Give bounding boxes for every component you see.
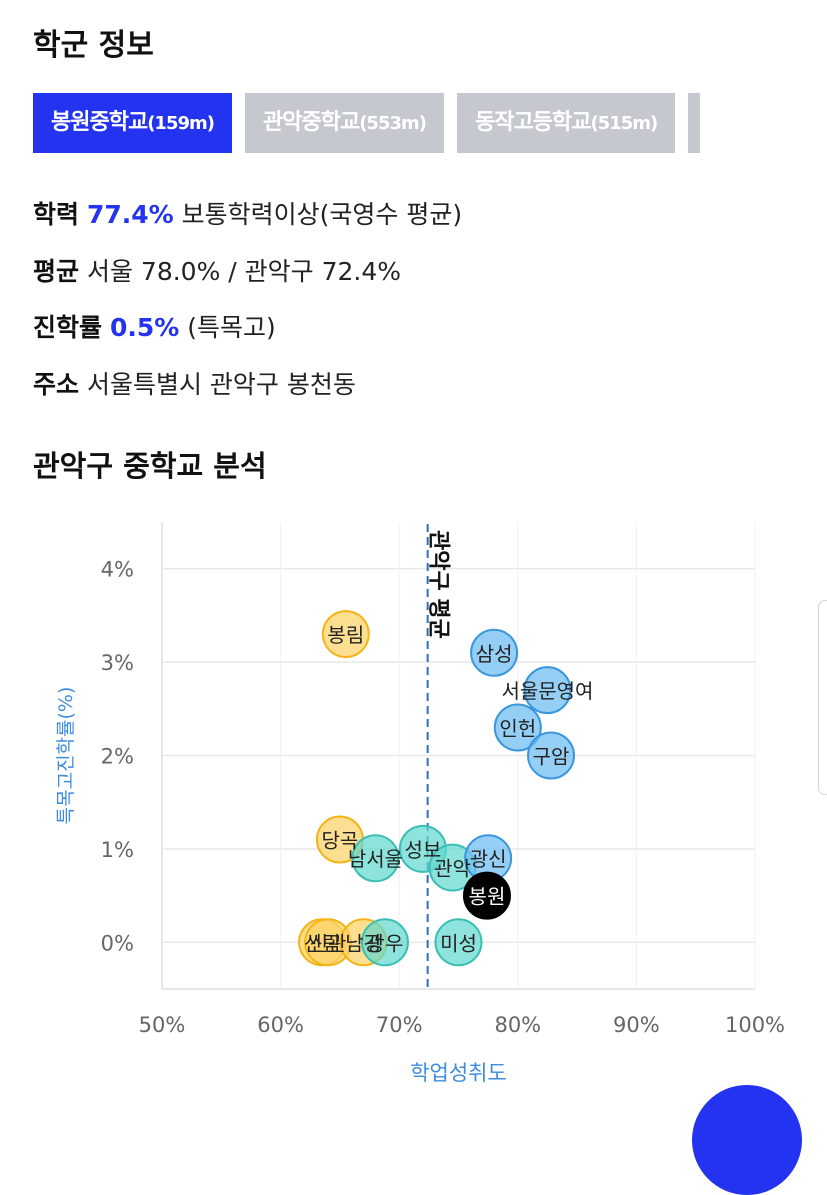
y-tick-label: 1%	[101, 838, 134, 862]
y-axis-title: 특목고진학률(%)	[55, 687, 77, 825]
info-academic-desc: 보통학력이상(국영수 평균)	[181, 200, 463, 229]
tab-school-0[interactable]: 봉원중학교(159m)	[33, 93, 232, 153]
point-label: 관악	[434, 857, 471, 881]
tab-next-partial[interactable]	[688, 93, 701, 153]
info-academic: 학력 77.4% 보통학력이상(국영수 평균)	[33, 195, 462, 231]
x-tick-label: 50%	[139, 1013, 186, 1037]
info-average-text: 서울 78.0% / 관악구 72.4%	[86, 257, 402, 286]
tab-school-name: 관악중학교	[263, 110, 360, 135]
tab-school-1[interactable]: 관악중학교(553m)	[245, 93, 444, 153]
scatter-point	[462, 871, 511, 920]
floating-action-button[interactable]	[692, 1085, 802, 1195]
scatter-point	[434, 918, 483, 967]
scatter-point	[470, 628, 519, 677]
info-advance-desc: (특목고)	[187, 313, 276, 342]
point-label: 남강	[345, 931, 382, 955]
y-tick-label: 4%	[101, 558, 134, 582]
info-address-key: 주소	[33, 370, 80, 399]
info-address: 주소 서울특별시 관악구 봉천동	[33, 365, 356, 401]
point-label: 인헌	[499, 716, 536, 740]
scatter-point	[493, 703, 542, 752]
tab-school-distance: (553m)	[359, 113, 427, 134]
side-scroll-handle[interactable]	[818, 600, 827, 795]
x-tick-label: 100%	[725, 1013, 785, 1037]
y-tick-label: 3%	[101, 651, 134, 675]
info-average-key: 평균	[33, 257, 80, 286]
info-advance-key: 진학률	[33, 313, 103, 342]
info-address-text: 서울특별시 관악구 봉천동	[86, 370, 356, 399]
point-label: 성보	[405, 838, 442, 862]
info-advance-rate: 진학률 0.5% (특목고)	[33, 308, 276, 344]
school-tabs: 봉원중학교(159m) 관악중학교(553m) 동작고등학교(515m)	[33, 93, 827, 153]
tab-school-name: 봉원중학교	[51, 110, 148, 135]
scatter-point	[321, 610, 370, 659]
point-label: 광신	[470, 847, 507, 871]
info-average: 평균 서울 78.0% / 관악구 72.4%	[33, 252, 401, 288]
point-label: 봉림	[327, 623, 364, 647]
point-label: 미성	[440, 931, 477, 955]
point-label: 당곡	[321, 829, 358, 853]
y-tick-label: 0%	[101, 931, 134, 955]
point-label: 봉원	[469, 885, 506, 909]
point-label: 신관	[310, 931, 347, 955]
reference-line-label: 관악구 평균	[426, 530, 451, 639]
x-axis-title: 학업성취도	[410, 1061, 507, 1085]
x-tick-label: 70%	[376, 1013, 423, 1037]
tab-school-distance: (515m)	[590, 113, 658, 134]
point-label: 신림	[304, 931, 341, 955]
chart-svg: 0% 1% 2% 3% 4% 50% 60% 70% 80% 90% 100% 학업성취도 특목고진학률…	[55, 522, 785, 1085]
point-label: 서울문영여	[501, 679, 593, 703]
info-academic-key: 학력	[33, 200, 80, 229]
x-tick-label: 80%	[494, 1013, 541, 1037]
tab-school-distance: (159m)	[147, 113, 215, 134]
info-advance-value: 0.5%	[109, 313, 180, 342]
scatter-point	[527, 731, 576, 780]
tab-school-2[interactable]: 동작고등학교(515m)	[457, 93, 676, 153]
scatter-point	[351, 834, 400, 883]
point-label: 남서울	[348, 847, 403, 871]
scatter-point	[360, 918, 409, 967]
scatter-point	[523, 666, 572, 715]
point-label: 광우	[367, 931, 404, 955]
x-tick-label: 90%	[613, 1013, 660, 1037]
section-title-analysis: 관악구 중학교 분석	[33, 449, 267, 483]
section-title-school-info: 학군 정보	[33, 28, 154, 63]
x-tick-label: 60%	[257, 1013, 304, 1037]
tab-school-name: 동작고등학교	[475, 110, 591, 135]
y-tick-label: 2%	[101, 745, 134, 769]
point-label: 구암	[533, 745, 570, 769]
scatter-chart: 0% 1% 2% 3% 4% 50% 60% 70% 80% 90% 100% 학업성취도 특목고진학률…	[0, 500, 827, 1100]
info-academic-value: 77.4%	[86, 200, 174, 229]
point-label: 삼성	[476, 642, 513, 666]
